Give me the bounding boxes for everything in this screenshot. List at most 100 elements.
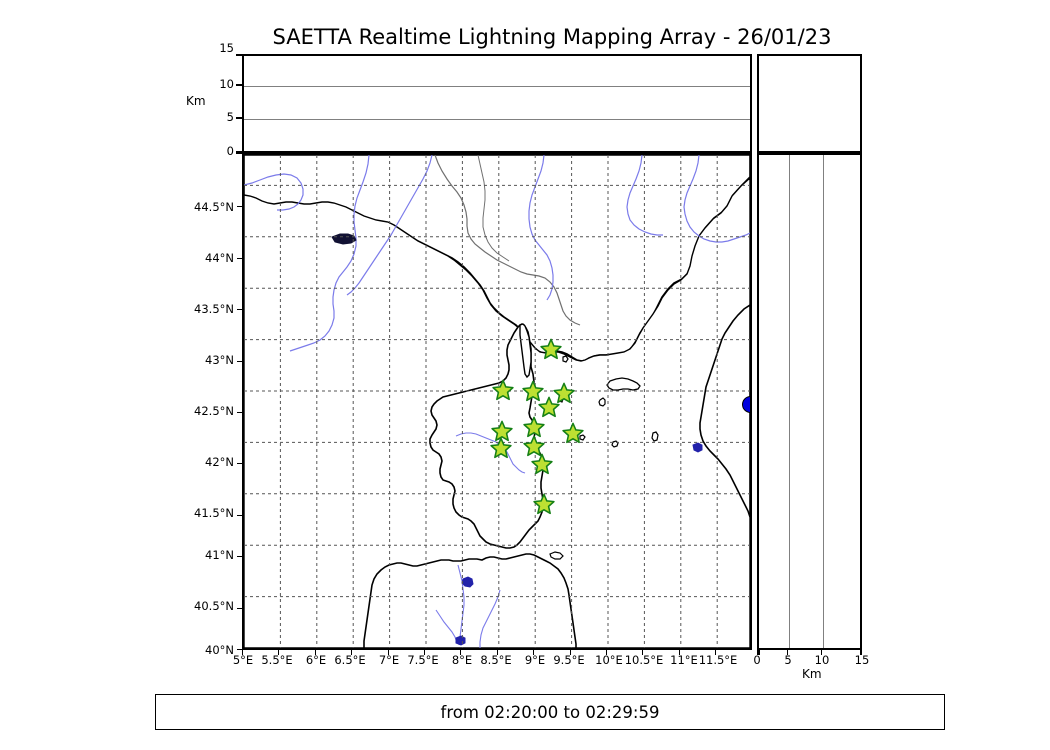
river-sardinia-3 (435, 609, 458, 644)
right-axis-tickmark-10 (821, 650, 823, 655)
latitude-tick-43_5: 43.5°N (194, 302, 234, 316)
longitude-tickmark-10_5 (642, 650, 644, 655)
latitude-tickmark-42_5 (237, 412, 242, 413)
islet-north-corsica (579, 434, 586, 441)
longitude-tick-11_5: 11.5°E (698, 653, 738, 667)
right-axis-label: Km (802, 667, 822, 681)
altitude-histogram-panel (757, 54, 862, 153)
longitude-tick-6: 6°E (305, 653, 327, 667)
altitude-tick-10: 10 (219, 77, 234, 91)
longitude-tickmark-9 (533, 650, 535, 655)
lma-station-marker[interactable] (492, 379, 514, 401)
longitude-tickmark-10 (606, 650, 607, 655)
right-gridline-10 (823, 155, 825, 648)
river-sardinia-1 (457, 564, 465, 646)
latitude-tickmark-44_5 (237, 206, 242, 208)
lake-north-france (331, 233, 357, 245)
altitude-tick-15: 15 (219, 41, 234, 55)
longitude-tick-8: 8°E (451, 653, 473, 667)
lma-station-marker[interactable] (490, 437, 512, 459)
latitude-tick-40: 40°N (205, 643, 234, 657)
latitude-tick-43: 43°N (205, 353, 234, 367)
right-gridline-5 (789, 155, 791, 648)
latitude-tick-41: 41°N (205, 548, 234, 562)
lma-station-marker[interactable] (531, 453, 553, 475)
map-panel[interactable] (242, 153, 752, 650)
latitude-tickmark-44 (237, 257, 242, 259)
lma-station-marker[interactable] (553, 382, 575, 404)
longitude-tickmark-6 (314, 650, 316, 655)
lma-station-marker[interactable] (540, 338, 562, 360)
longitude-tick-6_5: 6.5°E (334, 653, 366, 667)
longitude-tickmark-8 (460, 650, 462, 655)
longitude-tick-5: 5°E (232, 653, 254, 667)
country-border (434, 155, 581, 326)
altitude-latitude-panel (757, 153, 862, 650)
river-north-left (244, 173, 304, 211)
lma-station-marker[interactable] (533, 493, 555, 515)
map-canvas (244, 155, 750, 648)
longitude-tickmark-9_5 (569, 650, 571, 655)
islet-maddalena (549, 551, 564, 560)
latitude-tick-44_5: 44.5°N (194, 200, 234, 214)
lma-station-marker[interactable] (523, 416, 545, 438)
right-axis-tickmark-5 (787, 650, 789, 655)
latitude-tickmark-41 (237, 556, 242, 558)
latitude-tickmark-40 (237, 649, 242, 650)
latitude-tickmark-40_5 (237, 607, 242, 609)
altitude-axis-label: Km (186, 94, 206, 108)
river-rhone (289, 155, 370, 352)
longitude-tickmark-11_5 (715, 650, 717, 655)
longitude-tickmark-5_5 (278, 650, 280, 655)
elba-island (606, 377, 641, 391)
capraia-island (598, 397, 606, 407)
corsica-landmass (429, 323, 544, 549)
lma-station-marker[interactable] (538, 396, 560, 418)
status-bar: from 02:20:00 to 02:29:59 (155, 694, 945, 730)
lma-station-marker[interactable] (523, 435, 545, 457)
longitude-tick-8_5: 8.5°E (480, 653, 512, 667)
right-axis-tickmark-0 (757, 650, 760, 655)
right-axis-tickmark-15 (859, 650, 862, 655)
latitude-tick-40_5: 40.5°N (194, 599, 234, 613)
altitude-tick-0: 0 (226, 144, 234, 158)
longitude-tickmark-6_5 (351, 650, 353, 655)
longitude-tick-9: 9°E (524, 653, 546, 667)
page-title: SAETTA Realtime Lightning Mapping Array … (272, 25, 832, 49)
lma-station-marker[interactable] (562, 422, 584, 444)
lma-station-marker[interactable] (491, 420, 513, 442)
graticule-layer (244, 155, 750, 648)
altitude-gridline-10 (244, 86, 750, 88)
longitude-tickmark-8_5 (496, 650, 498, 655)
longitude-tick-9_5: 9.5°E (553, 653, 585, 667)
right-axis-tick-15: 15 (854, 653, 870, 667)
latitude-tick-42_5: 42.5°N (194, 404, 234, 418)
lake-italy-coast (692, 442, 703, 453)
river-durance (346, 155, 433, 296)
gorgona-island (562, 355, 569, 363)
latitude-tickmark-42 (237, 463, 242, 465)
right-axis-tick-10: 10 (814, 653, 830, 667)
montecristo-island (651, 431, 659, 442)
longitude-tick-11: 11°E (670, 653, 698, 667)
altitude-tickmark-15 (236, 53, 242, 56)
longitude-tick-10_5: 10.5°E (624, 653, 664, 667)
latitude-tickmark-43 (237, 360, 242, 362)
latitude-tick-44: 44°N (205, 251, 234, 265)
time-range-text: from 02:20:00 to 02:29:59 (440, 702, 660, 722)
river-italy-north (683, 155, 750, 243)
lightning-source-dot[interactable] (741, 395, 750, 413)
latitude-tick-41_5: 41.5°N (194, 506, 234, 520)
altitude-tick-5: 5 (226, 110, 234, 124)
longitude-tick-10: 10°E (595, 653, 623, 667)
altitude-tickmark-0 (236, 151, 242, 154)
river-sardinia-2 (479, 589, 501, 648)
altitude-tickmark-10 (236, 84, 242, 86)
longitude-tickmark-5 (242, 650, 243, 655)
regional-border (477, 155, 510, 262)
right-axis-tick-0: 0 (753, 653, 761, 667)
longitude-tickmark-7_5 (424, 650, 425, 655)
lma-station-marker[interactable] (522, 380, 544, 402)
latitude-tickmark-41_5 (237, 514, 242, 516)
